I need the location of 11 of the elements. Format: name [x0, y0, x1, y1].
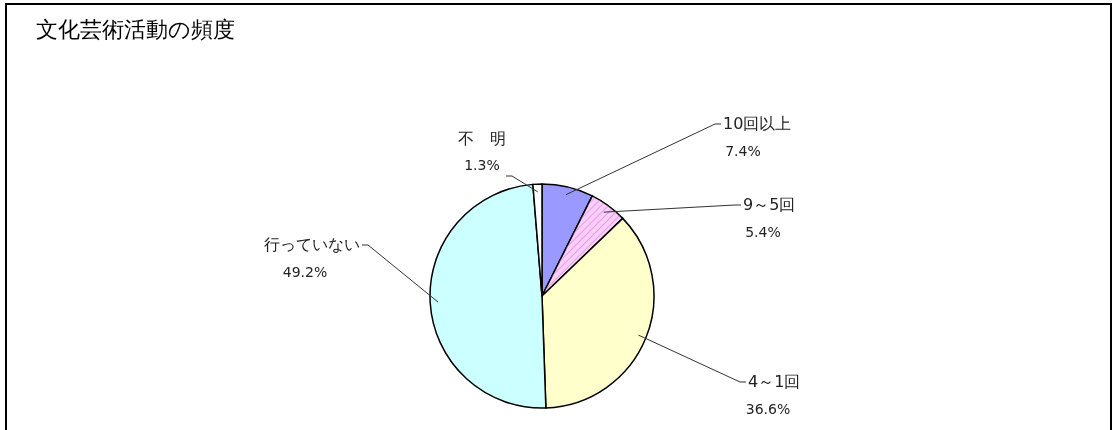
data-label: 49.2%	[282, 264, 328, 280]
slice-label: 9～5回	[743, 195, 796, 214]
data-label: 36.6%	[745, 401, 791, 417]
slice-label: 10回以上	[723, 114, 792, 133]
slice-label: 不 明	[458, 129, 506, 148]
data-label: 7.4%	[725, 143, 761, 159]
chart-title: 文化芸術活動の頻度	[36, 17, 235, 42]
data-label: 5.4%	[745, 224, 781, 240]
data-label: 1.3%	[464, 157, 500, 173]
slice-label: 4～1回	[748, 372, 801, 391]
slice-label: 行っていない	[264, 235, 360, 254]
